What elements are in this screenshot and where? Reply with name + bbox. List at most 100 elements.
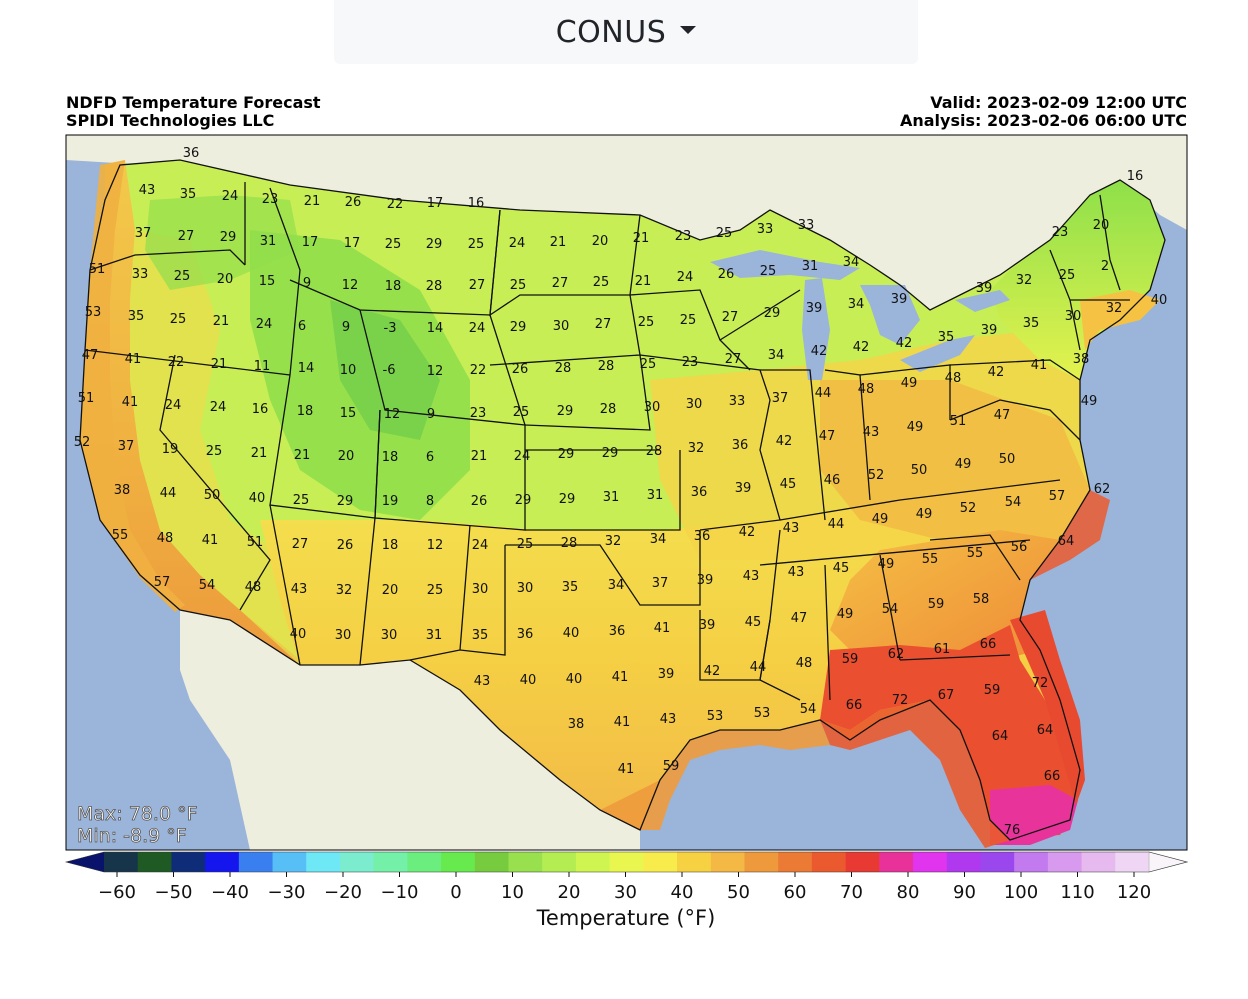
station-temp-label: 31 xyxy=(802,259,819,274)
station-temp-label: 42 xyxy=(988,365,1005,380)
station-temp-label: 43 xyxy=(291,582,308,597)
station-temp-label: 2 xyxy=(1101,259,1109,274)
station-temp-label: 41 xyxy=(654,621,671,636)
station-temp-label: 11 xyxy=(254,359,271,374)
station-temp-label: 66 xyxy=(1044,769,1061,784)
station-temp-label: 39 xyxy=(658,667,675,682)
state-borders xyxy=(79,159,1166,841)
colorbar-segment xyxy=(1115,852,1150,872)
gulf-coast-hot-area xyxy=(820,625,1075,838)
station-temp-label: 54 xyxy=(199,578,216,593)
station-temp-label: 25 xyxy=(170,312,187,327)
station-temp-label: 25 xyxy=(427,583,444,598)
colorbar-tick-label: 50 xyxy=(727,882,750,903)
station-temp-label: 21 xyxy=(294,448,311,463)
station-temp-label: 38 xyxy=(1073,352,1090,367)
station-temp-label: 35 xyxy=(472,628,489,643)
station-temp-label: 67 xyxy=(938,688,955,703)
station-temp-label: 33 xyxy=(757,222,774,237)
station-temp-label: 24 xyxy=(222,189,239,204)
colorbar-tick-label: −20 xyxy=(324,882,362,903)
analysis-time: Analysis: 2023-02-06 06:00 UTC xyxy=(899,111,1187,130)
station-temp-label: 8 xyxy=(426,494,434,509)
station-temp-label: 40 xyxy=(520,673,537,688)
station-temp-label: 24 xyxy=(469,321,486,336)
station-temp-label: 30 xyxy=(472,582,489,597)
station-temp-label: 36 xyxy=(609,624,626,639)
station-temp-label: 30 xyxy=(517,581,534,596)
station-temp-label: 9 xyxy=(303,276,311,291)
colorbar-tick-label: 60 xyxy=(784,882,807,903)
station-temp-label: 26 xyxy=(471,494,488,509)
station-temp-label: 42 xyxy=(704,664,721,679)
colorbar-segment xyxy=(306,852,341,872)
station-temp-label: 49 xyxy=(878,557,895,572)
station-temp-label: 23 xyxy=(262,192,279,207)
station-temp-label: 48 xyxy=(245,580,262,595)
station-temp-label: 35 xyxy=(128,309,145,324)
station-temp-label: 24 xyxy=(509,236,526,251)
station-temp-label: 28 xyxy=(598,359,615,374)
station-temp-label: 16 xyxy=(1127,169,1144,184)
station-temp-label: 25 xyxy=(517,537,534,552)
colorbar-tick-label: 100 xyxy=(1004,882,1038,903)
map-background xyxy=(66,135,1187,850)
station-temp-label: 20 xyxy=(382,583,399,598)
station-temp-label: 30 xyxy=(644,400,661,415)
station-temp-label: 16 xyxy=(468,196,485,211)
station-temp-label: 25 xyxy=(640,357,657,372)
station-temp-label: 39 xyxy=(699,618,716,633)
station-temp-label: 37 xyxy=(652,576,669,591)
station-temp-label: 43 xyxy=(743,569,760,584)
station-temp-label: 64 xyxy=(1058,534,1075,549)
lake-erie xyxy=(900,335,975,372)
region-dropdown[interactable]: CONUS xyxy=(334,0,918,64)
station-temp-label: 36 xyxy=(732,438,749,453)
station-temp-label: 20 xyxy=(338,449,355,464)
station-temp-label: 24 xyxy=(210,400,227,415)
station-temp-label: 55 xyxy=(967,546,984,561)
station-temp-label: 41 xyxy=(1031,358,1048,373)
station-temp-label: 47 xyxy=(82,348,99,363)
colorbar-tick-label: −10 xyxy=(381,882,419,903)
colorbar-segment xyxy=(778,852,813,872)
station-temp-label: 35 xyxy=(938,330,955,345)
station-temp-label: 29 xyxy=(559,492,576,507)
colorbar-tick-label: 30 xyxy=(614,882,637,903)
colorbar-segment xyxy=(171,852,206,872)
station-temp-label: 27 xyxy=(595,317,612,332)
station-temp-label: 26 xyxy=(718,267,735,282)
station-temp-label: 32 xyxy=(336,583,353,598)
colorbar-segment xyxy=(542,852,577,872)
station-temp-label: 24 xyxy=(256,317,273,332)
colorbar-segment xyxy=(845,852,880,872)
station-temp-label: 52 xyxy=(960,501,977,516)
station-temp-label: 66 xyxy=(980,637,997,652)
station-temp-label: 21 xyxy=(251,446,268,461)
station-temp-label: 27 xyxy=(722,310,739,325)
station-temp-label: 20 xyxy=(592,234,609,249)
station-temp-label: 26 xyxy=(345,195,362,210)
station-temp-label: 62 xyxy=(888,647,905,662)
station-temp-label: 39 xyxy=(806,301,823,316)
station-temp-label: 72 xyxy=(892,693,909,708)
station-temp-label: 25 xyxy=(385,237,402,252)
station-temp-label: 30 xyxy=(381,628,398,643)
station-temp-label: 35 xyxy=(1023,316,1040,331)
colorbar-segment xyxy=(373,852,408,872)
station-temp-label: 25 xyxy=(760,264,777,279)
station-temp-label: 62 xyxy=(1094,482,1111,497)
station-temp-label: 41 xyxy=(122,395,139,410)
station-temp-label: 45 xyxy=(780,477,797,492)
station-temp-label: 50 xyxy=(911,463,928,478)
station-temp-label: 23 xyxy=(675,229,692,244)
station-temp-label: 43 xyxy=(863,425,880,440)
station-temp-label: 22 xyxy=(387,197,404,212)
station-temp-label: 42 xyxy=(776,434,793,449)
station-temp-label: 25 xyxy=(174,269,191,284)
station-temp-label: 38 xyxy=(114,483,131,498)
min-temp: Min: -8.9 °F xyxy=(77,825,187,847)
station-temp-label: 41 xyxy=(612,670,629,685)
station-temp-label: 36 xyxy=(517,627,534,642)
